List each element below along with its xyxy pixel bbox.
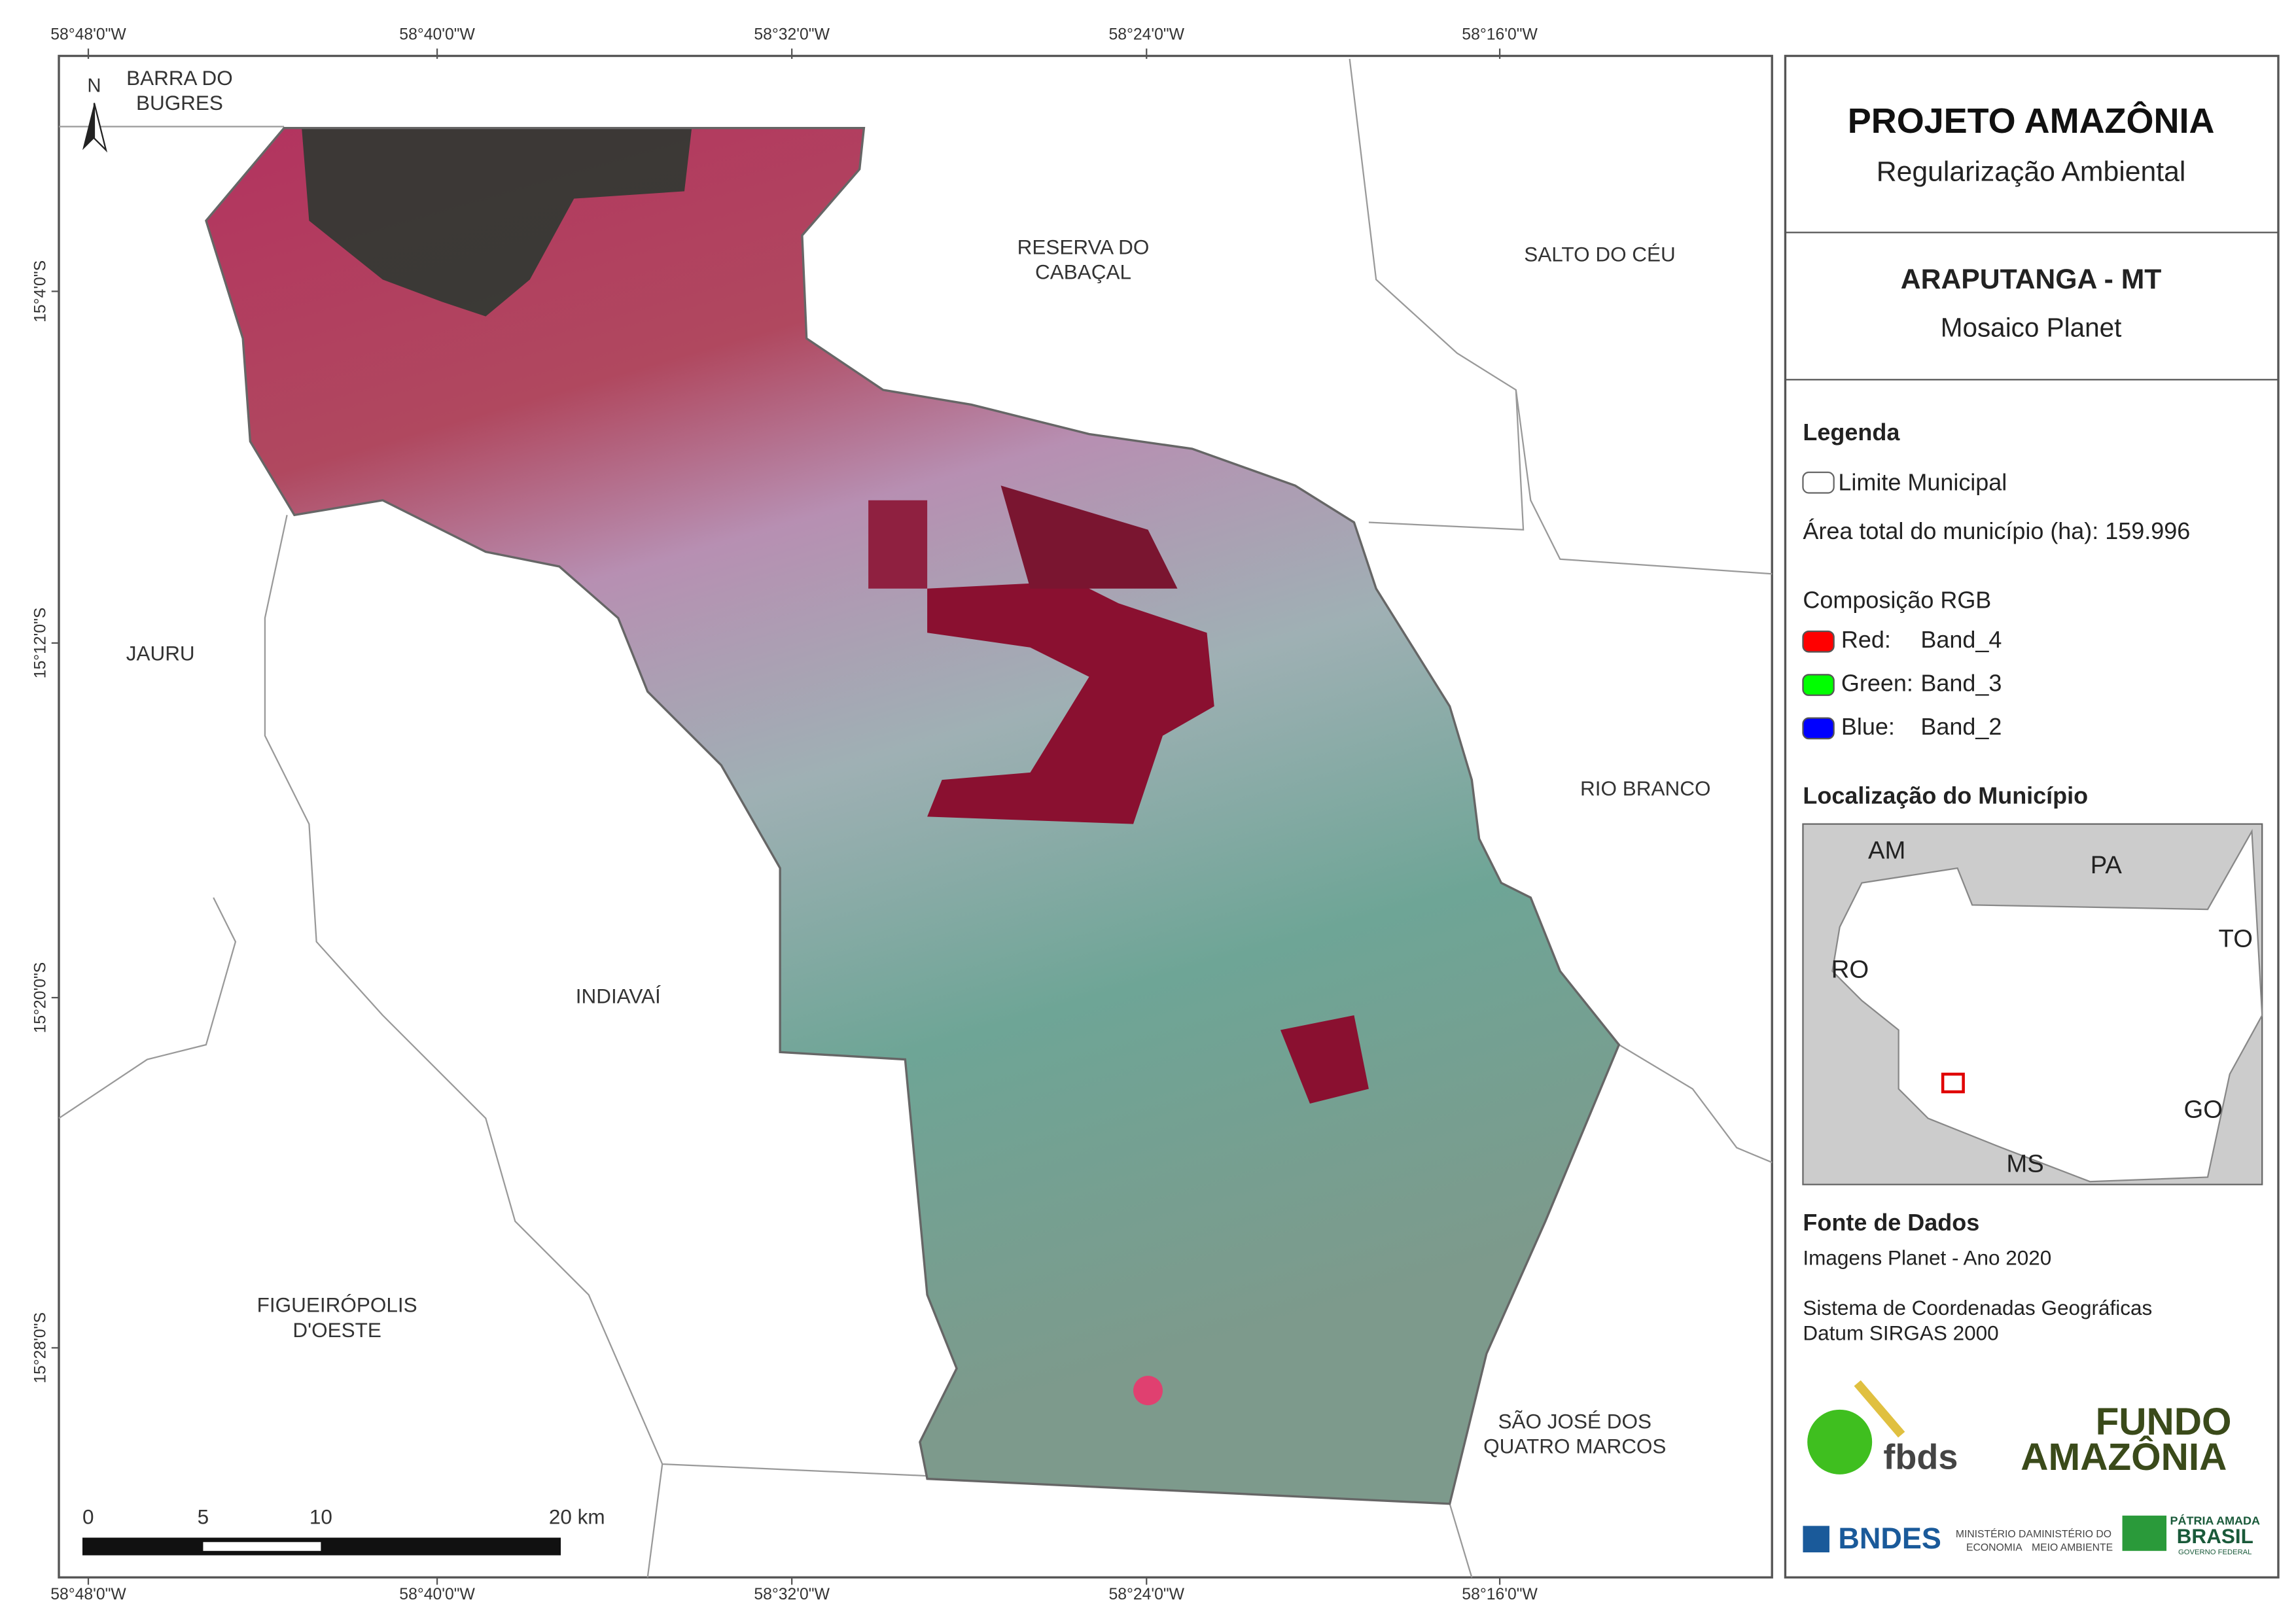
product-name: Mosaico Planet (1941, 313, 2122, 343)
longitude-label: 58°40'0"W (399, 26, 475, 44)
state-label: TO (2219, 924, 2253, 952)
place-label: INDIAVAÍ (576, 984, 661, 1007)
location-title: Localização do Município (1803, 782, 2088, 809)
municipality-name: ARAPUTANGA - MT (1901, 264, 2162, 295)
legend-title: Legenda (1803, 419, 1900, 445)
logo-fundo: AMAZÔNIA (2021, 1435, 2227, 1478)
rgb-swatch (1802, 630, 1835, 653)
north-label: N (87, 75, 101, 96)
place-label: RESERVA DO (1017, 235, 1150, 258)
longitude-label: 58°48'0"W (50, 1586, 126, 1603)
rgb-channel: Green: (1841, 670, 1913, 697)
location-inset (1802, 823, 2263, 1185)
latitude-label: 15°20'0"S (32, 962, 50, 1034)
scale-label: 20 km (549, 1505, 605, 1529)
source-line: Imagens Planet - Ano 2020 (1803, 1246, 2051, 1270)
logo-fbds: fbds (1883, 1438, 1958, 1477)
panel-title: PROJETO AMAZÔNIA (1848, 101, 2215, 141)
scale-bar (82, 1537, 561, 1556)
longitude-label: 58°32'0"W (754, 1586, 830, 1603)
state-label: PA (2091, 851, 2123, 879)
legend-item: Área total do município (ha): 159.996 (1803, 517, 2190, 544)
place-label: JAURU (126, 641, 195, 665)
rgb-swatch (1802, 717, 1835, 740)
longitude-label: 58°16'0"W (1462, 1586, 1538, 1603)
logo-brasil: BRASIL (2177, 1524, 2253, 1548)
place-label: SÃO JOSÉ DOS (1498, 1409, 1651, 1433)
place-label: D'OESTE (292, 1318, 381, 1342)
longitude-label: 58°32'0"W (754, 26, 830, 44)
longitude-label: 58°24'0"W (1108, 26, 1184, 44)
panel-subtitle: Regularização Ambiental (1877, 156, 2186, 188)
place-label: RIO BRANCO (1580, 777, 1710, 800)
legend-item: Limite Municipal (1838, 469, 2007, 496)
boundary-swatch (1802, 471, 1835, 494)
place-label: BARRA DO (126, 66, 233, 90)
state-label: MS (2006, 1150, 2043, 1178)
logo-ministry: ECONOMIA (1966, 1542, 2022, 1553)
longitude-label: 58°48'0"W (50, 26, 126, 44)
scale-label: 10 (309, 1505, 332, 1529)
logo-shapes (1803, 1380, 2167, 1553)
logo-fundo: FUNDO (2096, 1401, 2232, 1443)
logo-bndes: BNDES (1838, 1522, 1941, 1555)
sources-title: Fonte de Dados (1803, 1209, 1979, 1236)
rgb-band: Band_3 (1920, 670, 2002, 697)
rgb-channel: Blue: (1841, 713, 1895, 740)
scale-label: 0 (82, 1505, 94, 1529)
latitude-label: 15°4'0"S (32, 260, 50, 323)
side-panel (1784, 54, 2280, 1579)
scale-label: 5 (198, 1505, 209, 1529)
logo-brasil: GOVERNO FEDERAL (2178, 1548, 2252, 1556)
logo-ministry: MEIO AMBIENTE (2032, 1542, 2113, 1553)
logo-ministry: MINISTÉRIO DA (1956, 1527, 2034, 1540)
state-label: AM (1868, 836, 1905, 864)
logo-ministry: MINISTÉRIO DO (2033, 1527, 2111, 1540)
rgb-swatch (1802, 674, 1835, 696)
latitude-label: 15°12'0"S (32, 608, 50, 679)
source-line: Sistema de Coordenadas Geográficas (1803, 1296, 2152, 1319)
latitude-label: 15°28'0"S (32, 1312, 50, 1384)
rgb-channel: Red: (1841, 626, 1891, 653)
place-label: FIGUEIRÓPOLIS (257, 1293, 417, 1317)
longitude-label: 58°24'0"W (1108, 1586, 1184, 1603)
state-label: RO (1831, 956, 1869, 984)
rgb-band: Band_2 (1920, 713, 2002, 740)
state-label: GO (2184, 1095, 2223, 1123)
place-label: CABAÇAL (1035, 260, 1131, 284)
longitude-label: 58°40'0"W (399, 1586, 475, 1603)
place-label: BUGRES (136, 91, 223, 114)
place-label: QUATRO MARCOS (1483, 1435, 1666, 1458)
longitude-label: 58°16'0"W (1462, 26, 1538, 44)
rgb-band: Band_4 (1920, 626, 2002, 653)
source-line: Datum SIRGAS 2000 (1803, 1321, 1998, 1344)
place-label: SALTO DO CÉU (1524, 243, 1676, 266)
legend-item: Composição RGB (1803, 586, 1991, 613)
logo-brasil: PÁTRIA AMADA (2170, 1514, 2260, 1527)
